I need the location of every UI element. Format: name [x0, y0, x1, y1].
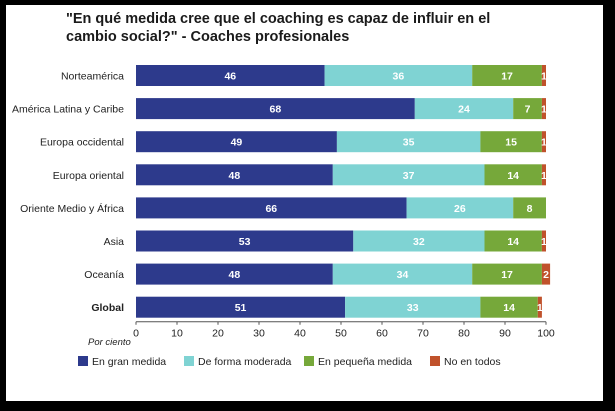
- value-label-global-s2: 14: [503, 302, 515, 314]
- bar-segment-oceania-s1: [332, 263, 473, 285]
- value-label-oceania-s2: 17: [501, 269, 513, 281]
- value-label-europa-oriental-s3: 1: [541, 170, 547, 182]
- bar-segment-asia-s0: [136, 230, 354, 252]
- value-label-norteamerica-s3: 1: [541, 71, 547, 83]
- value-label-global-s3: 1: [537, 302, 543, 314]
- bar-segment-global-s3: [537, 296, 542, 318]
- bar-segment-norteamerica-s1: [324, 65, 473, 86]
- legend-label-s2: En pequeña medida: [318, 356, 412, 368]
- value-label-europa-oriental-s1: 37: [403, 170, 415, 182]
- value-label-global-s1: 33: [407, 302, 419, 314]
- category-label-global: Global: [91, 302, 124, 314]
- value-label-norteamerica-s0: 46: [224, 71, 236, 83]
- bar-segment-oriente-medio-y-africa-s0: [136, 197, 407, 219]
- x-tick-label-50: 50: [335, 328, 347, 340]
- bar-segment-europa-oriental-s1: [332, 164, 485, 186]
- bar-segment-asia-s3: [541, 230, 546, 252]
- x-tick-label-10: 10: [171, 328, 183, 340]
- bar-segment-america-latina-y-caribe-s3: [541, 98, 546, 120]
- value-label-global-s0: 51: [235, 302, 247, 314]
- value-label-asia-s2: 14: [507, 236, 519, 248]
- legend-label-s1: De forma moderada: [198, 356, 292, 368]
- value-label-america-latina-y-caribe-s2: 7: [525, 104, 531, 116]
- bar-segment-asia-s2: [484, 230, 542, 252]
- chart: "En qué medida cree que el coaching es c…: [12, 11, 555, 368]
- value-label-oriente-medio-y-africa-s1: 26: [454, 203, 466, 215]
- bar-segment-europa-oriental-s0: [136, 164, 333, 186]
- x-tick-label-100: 100: [537, 328, 555, 340]
- category-label-norteamerica: Norteamérica: [61, 71, 124, 83]
- value-label-america-latina-y-caribe-s1: 24: [458, 104, 470, 116]
- chart-title-line-1: "En qué medida cree que el coaching es c…: [66, 11, 490, 27]
- x-tick-label-80: 80: [458, 328, 470, 340]
- bar-segment-america-latina-y-caribe-s1: [414, 98, 514, 120]
- bar-segment-europa-occidental-s3: [541, 131, 546, 153]
- bar-segment-europa-occidental-s0: [136, 131, 337, 153]
- x-tick-label-20: 20: [212, 328, 224, 340]
- bar-segment-norteamerica-s0: [136, 65, 325, 86]
- category-label-oriente-medio-y-africa: Oriente Medio y África: [20, 202, 124, 215]
- value-label-america-latina-y-caribe-s0: 68: [270, 104, 282, 116]
- x-tick-label-70: 70: [417, 328, 429, 340]
- x-tick-label-60: 60: [376, 328, 388, 340]
- category-label-oceania: Oceanía: [84, 269, 124, 281]
- value-label-oceania-s1: 34: [397, 269, 409, 281]
- bar-segment-oriente-medio-y-africa-s2: [513, 197, 546, 219]
- bar-segment-norteamerica-s2: [472, 65, 542, 86]
- bar-segment-america-latina-y-caribe-s2: [513, 98, 542, 120]
- bar-segment-global-s0: [136, 296, 346, 318]
- bar-segment-oceania-s2: [472, 263, 542, 285]
- legend-swatch-s0: [78, 356, 88, 366]
- value-label-europa-occidental-s2: 15: [505, 137, 517, 149]
- value-label-asia-s3: 1: [541, 236, 547, 248]
- x-axis: 0 10 20 30 40 50 60 70 80 90 100: [133, 321, 555, 340]
- category-label-europa-oriental: Europa oriental: [53, 170, 124, 182]
- value-label-oriente-medio-y-africa-s2: 8: [527, 203, 533, 215]
- category-label-america-latina-y-caribe: América Latina y Caribe: [12, 104, 124, 116]
- value-label-norteamerica-s1: 36: [393, 71, 405, 83]
- bar-segment-global-s2: [480, 296, 538, 318]
- value-label-asia-s1: 32: [413, 236, 425, 248]
- x-tick-label-90: 90: [499, 328, 511, 340]
- value-label-asia-s0: 53: [239, 236, 251, 248]
- value-label-europa-occidental-s0: 49: [231, 137, 243, 149]
- value-label-oriente-medio-y-africa-s0: 66: [265, 203, 277, 215]
- x-tick-label-0: 0: [133, 328, 139, 340]
- bar-segment-global-s1: [345, 296, 481, 318]
- legend-swatch-s2: [304, 356, 314, 366]
- bar-segment-oceania-s3: [541, 263, 551, 285]
- value-label-oceania-s3: 2: [543, 269, 549, 281]
- value-label-europa-occidental-s1: 35: [403, 137, 415, 149]
- bar-segment-asia-s1: [353, 230, 485, 252]
- value-label-oceania-s0: 48: [229, 269, 241, 281]
- category-label-europa-occidental: Europa occidental: [40, 137, 124, 149]
- value-label-norteamerica-s2: 17: [501, 71, 513, 83]
- legend-swatch-s1: [184, 356, 194, 366]
- bar-segment-oceania-s0: [136, 263, 333, 285]
- value-label-america-latina-y-caribe-s3: 1: [541, 104, 547, 116]
- chart-title-line-2: cambio social?" - Coaches profesionales: [66, 29, 349, 45]
- bar-segment-europa-oriental-s2: [484, 164, 542, 186]
- category-label-asia: Asia: [104, 236, 125, 248]
- legend-label-s3: No en todos: [444, 356, 501, 368]
- bar-segment-europa-occidental-s2: [480, 131, 542, 153]
- legend-label-s0: En gran medida: [92, 356, 166, 368]
- value-label-europa-oriental-s2: 14: [507, 170, 519, 182]
- chart-frame: "En qué medida cree que el coaching es c…: [6, 5, 603, 401]
- value-label-oriente-medio-y-africa-s3: 0: [546, 203, 552, 215]
- value-label-europa-oriental-s0: 48: [229, 170, 241, 182]
- bar-segment-europa-occidental-s1: [336, 131, 481, 153]
- value-label-europa-occidental-s3: 1: [541, 137, 547, 149]
- bar-segment-norteamerica-s3: [541, 65, 546, 86]
- x-tick-label-30: 30: [253, 328, 265, 340]
- legend: En gran medida De forma moderada En pequeñ…: [78, 356, 501, 368]
- bar-segment-europa-oriental-s3: [541, 164, 546, 186]
- bar-segment-oriente-medio-y-africa-s1: [406, 197, 514, 219]
- legend-swatch-s3: [430, 356, 440, 366]
- bar-segment-america-latina-y-caribe-s0: [136, 98, 415, 120]
- x-axis-label: Por ciento: [88, 337, 131, 348]
- x-tick-label-40: 40: [294, 328, 306, 340]
